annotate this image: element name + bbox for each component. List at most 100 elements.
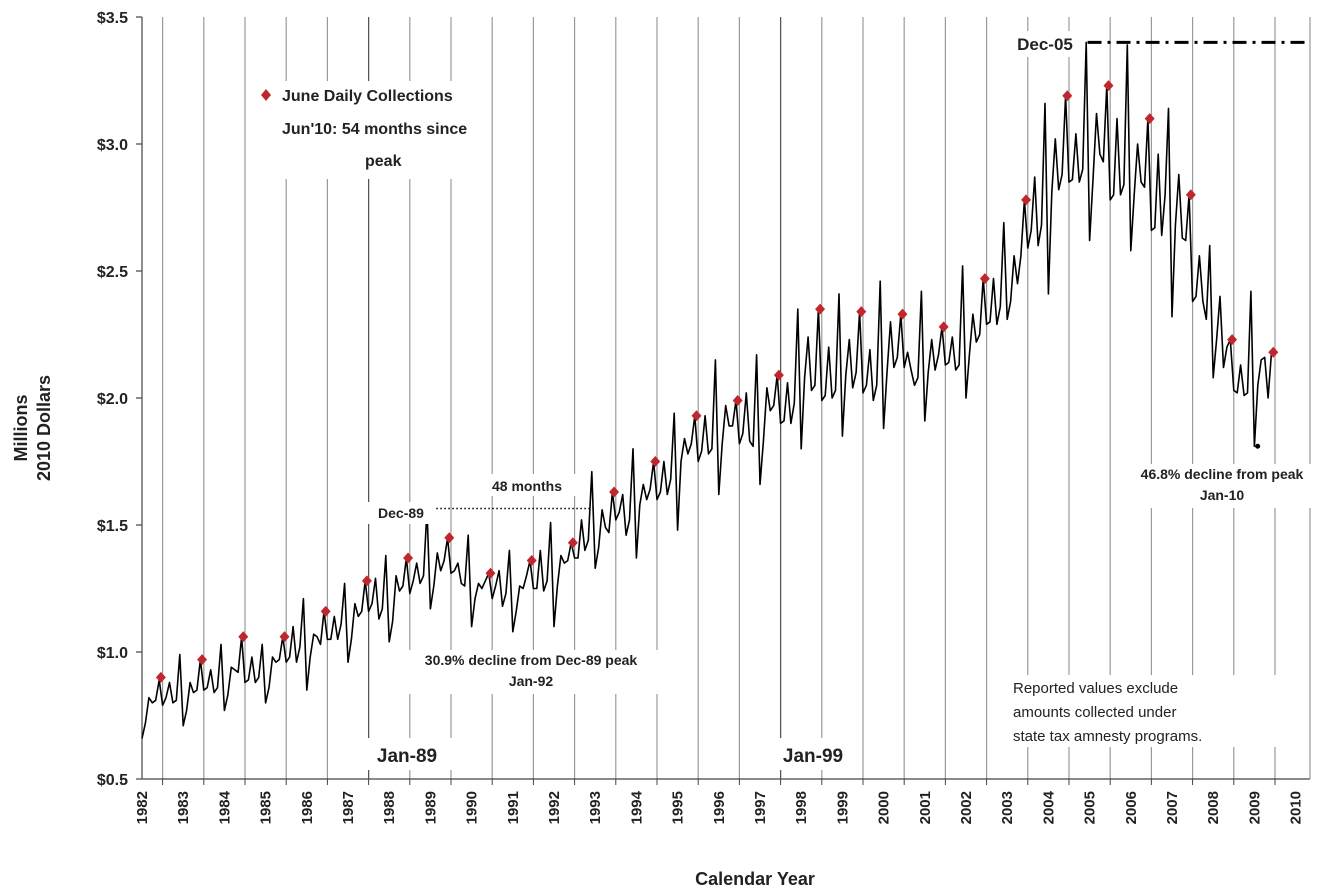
june-point	[197, 654, 208, 666]
y-tick-label: $1.0	[97, 645, 128, 662]
legend: June Daily Collections Jun'10: 54 months…	[257, 81, 477, 179]
june-point	[567, 537, 578, 549]
legend-note-line1: Jun'10: 54 months since	[282, 121, 467, 138]
x-tick-label: 2010	[1288, 791, 1305, 824]
june-point	[155, 671, 166, 683]
annotation-bg	[478, 474, 576, 496]
x-tick-label: 2000	[876, 791, 893, 824]
june-point	[856, 306, 867, 318]
june-point	[897, 308, 908, 320]
note-line1: Reported values exclude	[1013, 680, 1178, 697]
x-tick-label: 2005	[1082, 791, 1099, 824]
dec05-label: Dec-05	[1017, 35, 1073, 54]
x-axis-title: Calendar Year	[695, 869, 815, 889]
annotation-bg	[368, 502, 434, 524]
june-point	[938, 321, 949, 333]
june-point	[979, 273, 990, 285]
x-tick-label: 2001	[917, 791, 934, 824]
jan89-label: Jan-89	[377, 746, 437, 767]
june-point	[1062, 90, 1073, 102]
annotation-bg	[1005, 675, 1305, 747]
june-point	[361, 575, 372, 587]
y-tick-label: $2.0	[97, 391, 128, 408]
y-tick-label: $2.5	[97, 264, 128, 281]
june-points	[155, 80, 1279, 683]
june-point	[773, 369, 784, 381]
annotation-dec89: Dec-89	[368, 502, 434, 524]
y-axis-title-line1: Millions	[11, 395, 31, 462]
legend-note-line2: peak	[365, 153, 402, 170]
y-tick-label: $0.5	[97, 772, 128, 789]
x-tick-label: 1990	[464, 791, 481, 824]
june-point	[403, 552, 414, 564]
june-point	[691, 410, 702, 422]
x-tick-label: 1992	[546, 791, 563, 824]
annotation-note: Reported values exclude amounts collecte…	[1005, 675, 1305, 747]
june-point	[238, 631, 249, 643]
annotation-decline-92: 30.9% decline from Dec-89 peak Jan-92	[404, 650, 658, 694]
june-point	[1268, 346, 1279, 358]
x-tick-label: 1989	[422, 791, 439, 824]
axes	[120, 16, 1311, 785]
decline-10-line2: Jan-10	[1200, 487, 1245, 503]
x-tick-label: 2006	[1123, 791, 1140, 824]
x-tick-label: 1984	[216, 790, 233, 824]
decline-10-line1: 46.8% decline from peak	[1141, 466, 1304, 482]
x-tick-labels: 1982 1983 1984 1985 1986 1987 1988 1989 1990 1991…	[134, 790, 1305, 824]
x-tick-label: 1996	[711, 791, 728, 824]
x-tick-label: 1997	[752, 791, 769, 824]
x-tick-label: 2007	[1164, 791, 1181, 824]
note-line2: amounts collected under	[1013, 704, 1176, 721]
y-tick-label: $1.5	[97, 518, 128, 535]
annotation-bg	[1120, 464, 1324, 508]
x-tick-label: 2008	[1205, 791, 1222, 824]
note-line3: state tax amnesty programs.	[1013, 728, 1202, 745]
y-tick-label: $3.0	[97, 137, 128, 154]
series-line	[141, 41, 1273, 739]
decline-92-line1: 30.9% decline from Dec-89 peak	[425, 652, 638, 668]
june-point	[485, 567, 496, 579]
x-tick-label: 1999	[834, 791, 851, 824]
x-tick-label: 2003	[999, 791, 1016, 824]
x-tick-label: 1983	[175, 791, 192, 824]
june-point	[279, 631, 290, 643]
series-lines	[141, 41, 1273, 739]
x-tick-label: 1998	[793, 791, 810, 824]
dec89-label: Dec-89	[378, 505, 424, 521]
june-point	[1144, 113, 1155, 125]
june-point	[650, 456, 661, 467]
x-tick-label: 1985	[258, 791, 275, 824]
legend-label: June Daily Collections	[282, 88, 453, 105]
decline-92-line2: Jan-92	[509, 673, 554, 689]
x-tick-label: 1982	[134, 791, 151, 824]
legend-box	[257, 81, 477, 179]
annotation-bg	[1008, 31, 1084, 57]
june-point	[1185, 189, 1196, 201]
x-tick-label: 1993	[587, 791, 604, 824]
june-point	[732, 395, 743, 407]
y-axis-title: Millions 2010 Dollars	[11, 375, 54, 481]
x-tick-label: 2002	[958, 791, 975, 824]
y-axis-title-line2: 2010 Dollars	[34, 375, 54, 481]
annotation-bg	[766, 738, 860, 770]
annotation-jan89: Jan-89	[362, 738, 452, 770]
annotation-jan99: Jan-99	[766, 738, 860, 770]
june-point	[609, 486, 620, 498]
annotation-decline-10: 46.8% decline from peak Jan-10	[1120, 464, 1324, 508]
span-48-label: 48 months	[492, 478, 562, 494]
y-tick-labels: $0.5 $1.0 $1.5 $2.0 $2.5 $3.0 $3.5	[97, 10, 128, 789]
june-point	[1227, 334, 1238, 346]
x-tick-label: 1994	[628, 790, 645, 824]
annotation-bg	[362, 738, 452, 770]
annotation-bg	[404, 650, 658, 694]
x-tick-label: 1988	[381, 791, 398, 824]
june-point	[526, 555, 537, 567]
reference-lines	[428, 40, 1310, 510]
jan99-label: Jan-99	[783, 746, 843, 767]
legend-diamond-icon	[261, 89, 271, 101]
june-point	[815, 303, 826, 315]
trough-2010-marker	[1255, 443, 1261, 449]
june-point	[320, 605, 331, 617]
y-tick-label: $3.5	[97, 10, 128, 27]
